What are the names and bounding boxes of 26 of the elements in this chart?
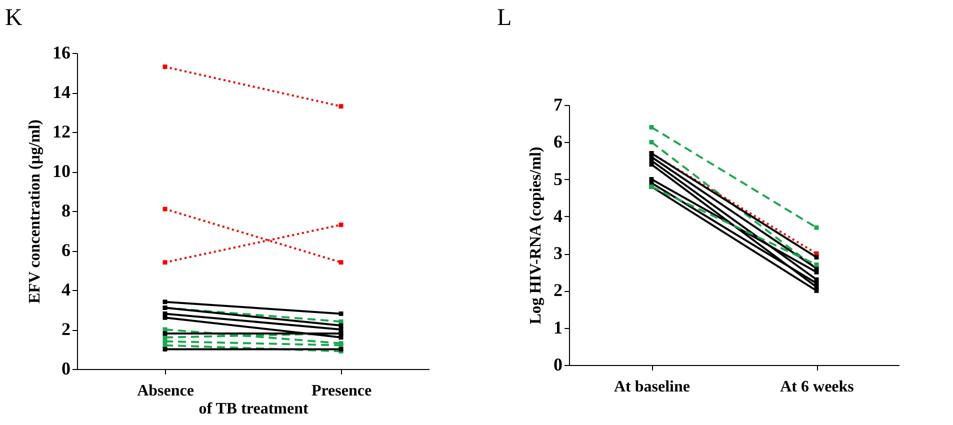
y-tick-label: 5 <box>554 168 562 189</box>
y-tick-label: 4 <box>554 206 562 226</box>
y-tick-label: 2 <box>554 280 562 300</box>
y-tick-label: 10 <box>52 161 70 181</box>
x-tick-label: Presence <box>311 382 372 400</box>
y-tick-label: 16 <box>52 42 70 62</box>
y-tick-label: 6 <box>62 240 70 260</box>
y-tick-label: 2 <box>62 319 70 339</box>
y-tick-label: 1 <box>554 317 562 338</box>
x-tick-label: At baseline <box>614 378 690 396</box>
x-tick-label: Absence <box>137 382 194 400</box>
y-axis-title: EFV concentration (µg/ml) <box>26 119 44 304</box>
y-tick-label: 12 <box>52 122 70 142</box>
y-tick-label: 0 <box>62 358 70 378</box>
y-tick-label: 3 <box>554 243 562 264</box>
y-tick-label: 6 <box>554 132 562 152</box>
y-tick-label: 7 <box>554 94 562 114</box>
x-axis-title: of TB treatment <box>198 400 309 418</box>
x-tick-label: At 6 weeks <box>780 378 854 396</box>
y-tick-label: 14 <box>52 82 70 102</box>
y-tick-label: 4 <box>62 280 70 300</box>
y-axis-title: Log HIV-RNA (copies/ml) <box>528 146 544 324</box>
chart-title: L <box>497 5 512 31</box>
y-tick-label: 0 <box>554 354 562 374</box>
y-tick-label: 8 <box>62 200 70 220</box>
chart-title: K <box>5 5 23 31</box>
